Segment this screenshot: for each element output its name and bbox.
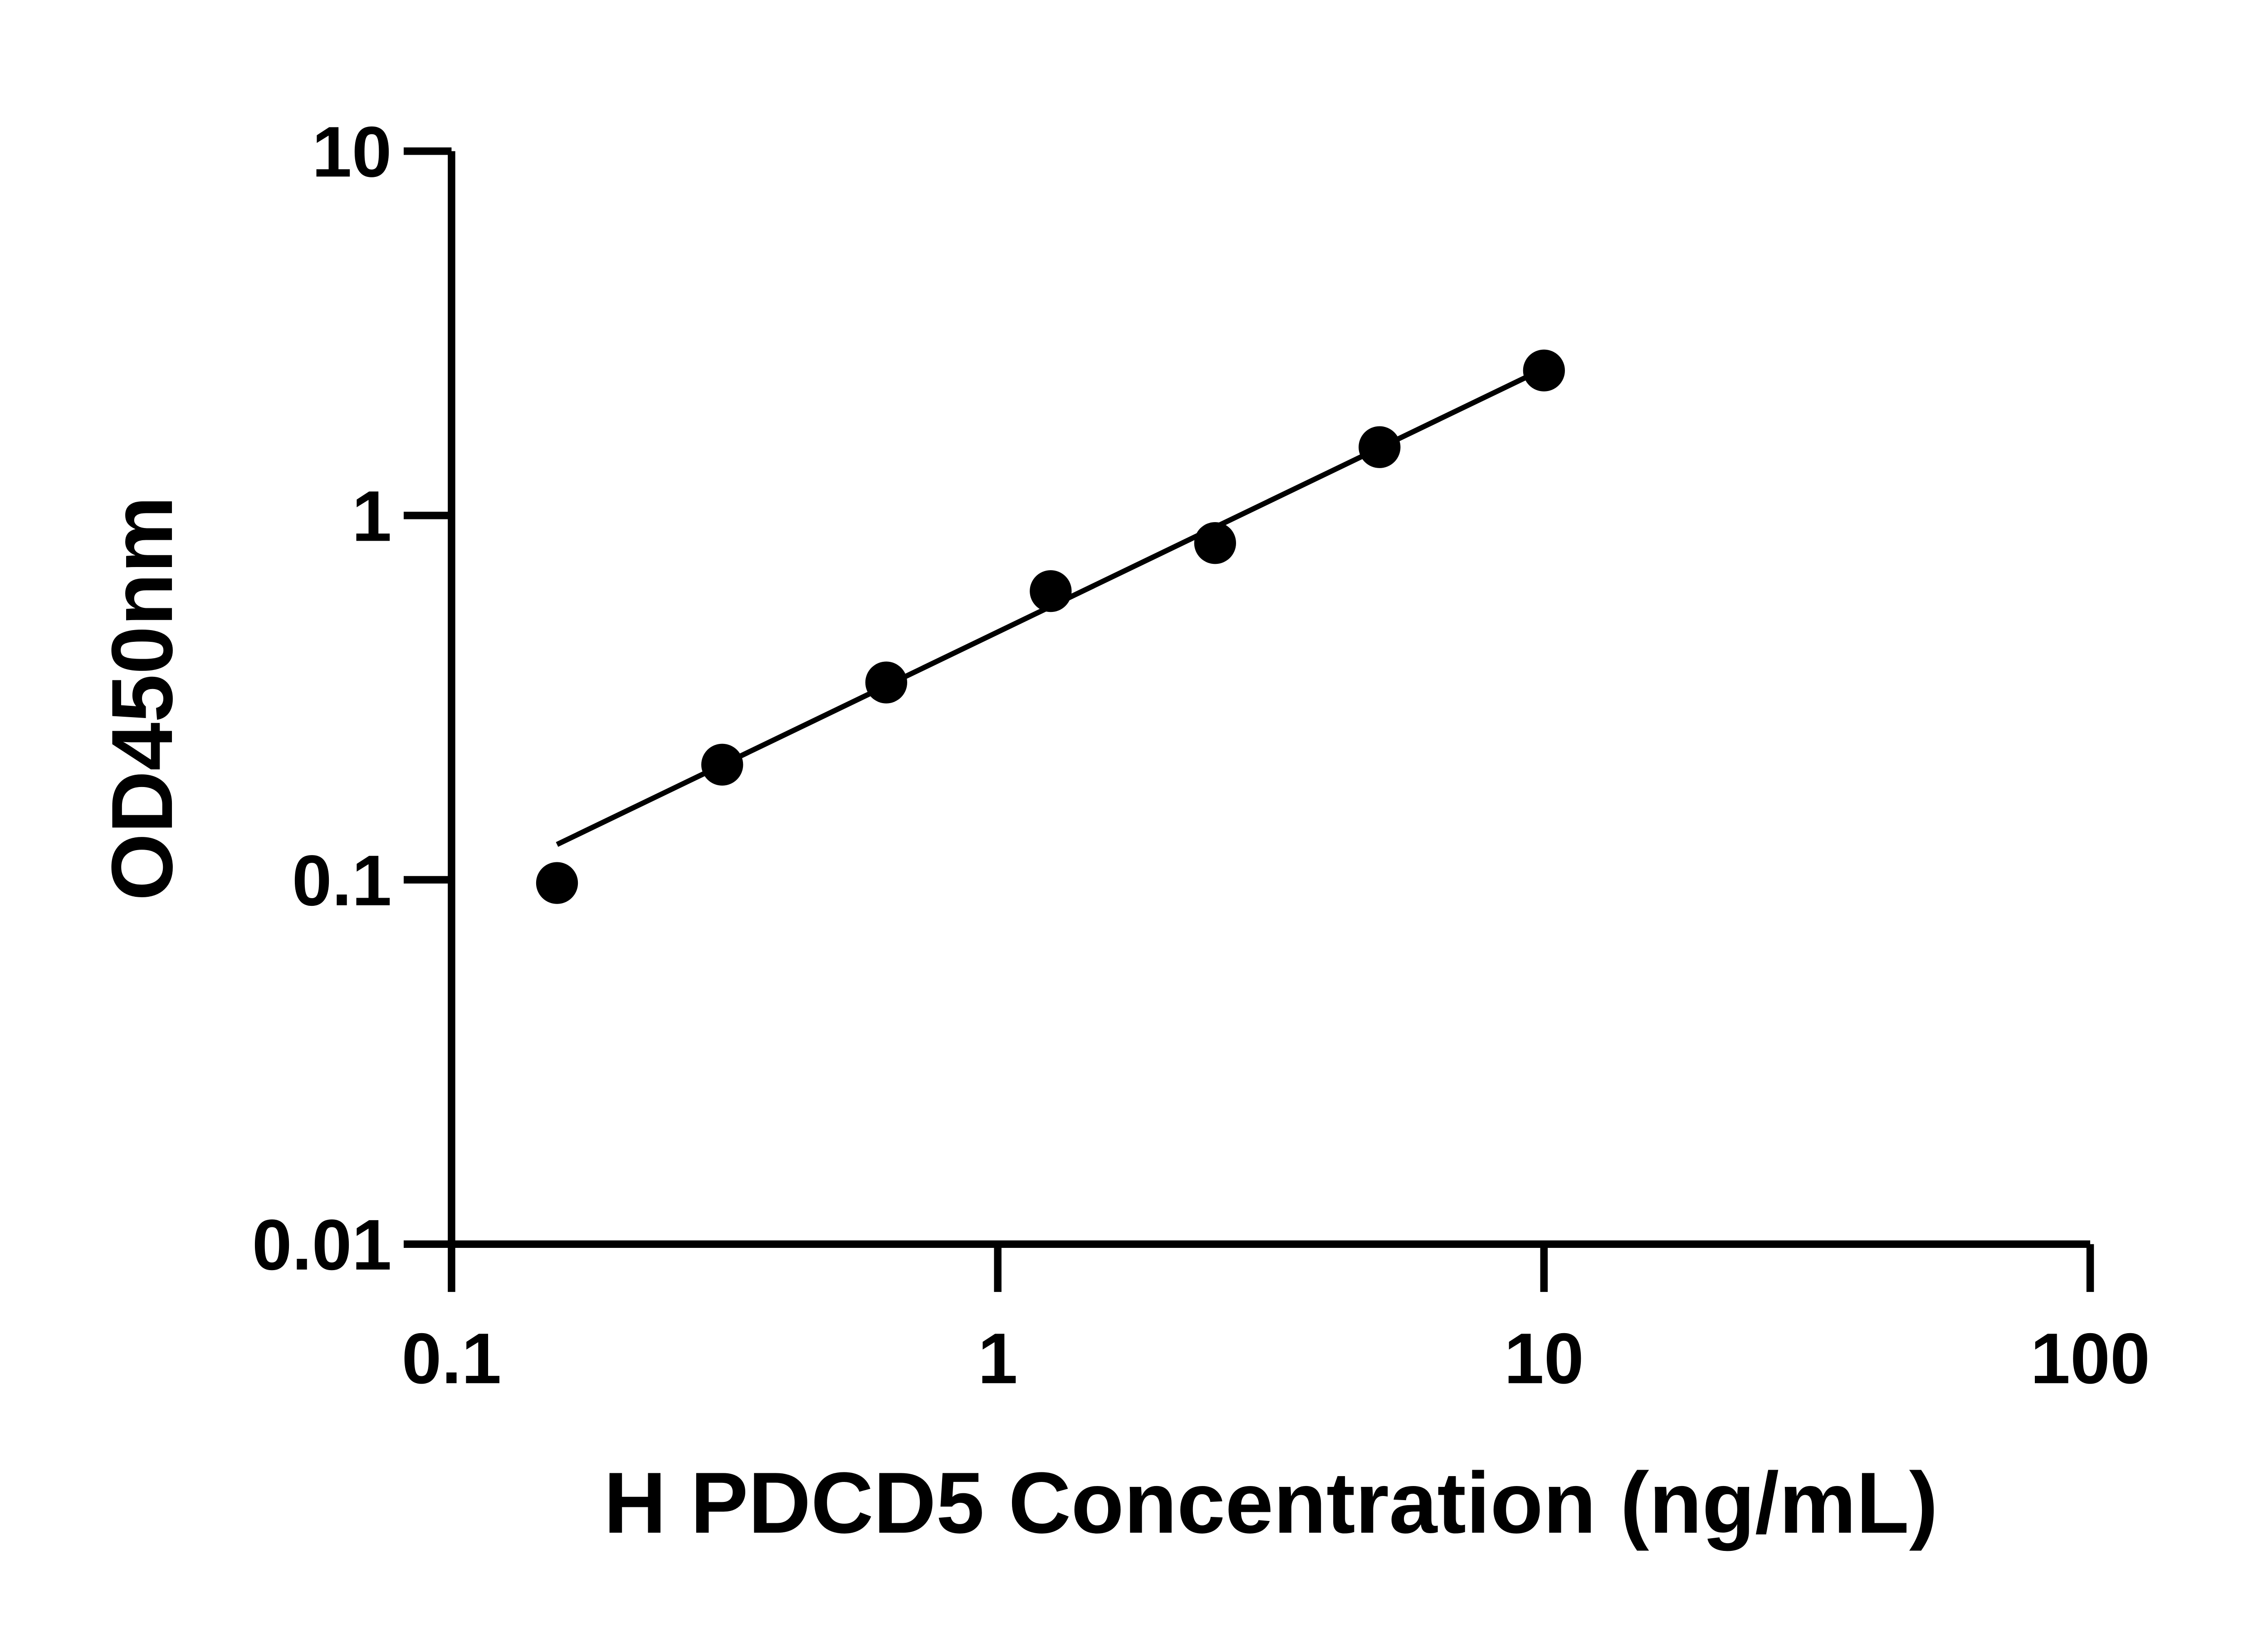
data-point [1359, 426, 1401, 468]
y-tick-label: 0.1 [292, 841, 392, 921]
data-point [1194, 522, 1236, 564]
x-tick-label: 0.1 [401, 1318, 501, 1398]
data-point [701, 743, 743, 786]
x-axis-label: H PDCD5 Concentration (ng/mL) [604, 1454, 1938, 1551]
data-point [1523, 349, 1565, 391]
data-point [865, 661, 907, 704]
y-tick-label: 1 [352, 476, 392, 556]
x-tick-label: 100 [2030, 1318, 2150, 1398]
x-tick-label: 1 [978, 1318, 1018, 1398]
x-tick-label: 10 [1504, 1318, 1584, 1398]
marks [536, 349, 1565, 904]
data-point [536, 862, 578, 904]
data-point [1030, 570, 1072, 612]
y-axis-label: OD450nm [93, 496, 191, 900]
y-tick-label: 0.01 [252, 1205, 392, 1285]
y-tick-label: 10 [312, 112, 392, 192]
